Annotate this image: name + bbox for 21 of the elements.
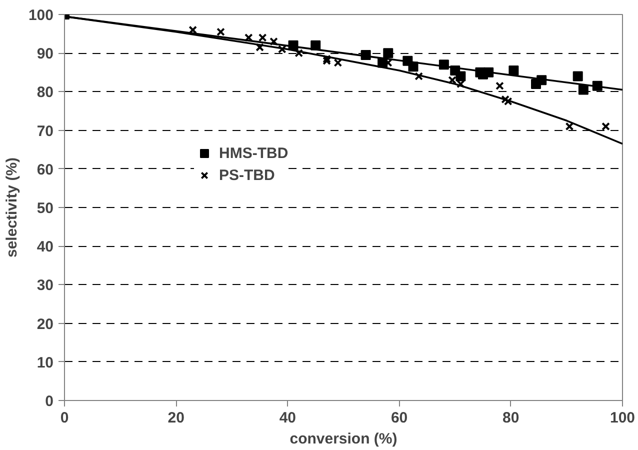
y-tick-label: 30: [36, 277, 54, 294]
x-axis-title: conversion (%): [290, 430, 398, 448]
y-tick-label: 40: [36, 238, 54, 256]
x-tick-label: 40: [279, 410, 296, 426]
y-tick-label: 90: [36, 46, 54, 63]
x-tick-label: 20: [168, 410, 184, 426]
legend-label: HMS-TBD: [219, 144, 288, 162]
y-tick-label: 10: [36, 354, 54, 372]
y-tick-label: 0: [45, 393, 54, 410]
legend-label: PS-TBD: [219, 166, 275, 184]
x-tick-label: 100: [610, 410, 636, 426]
y-tick-label: 100: [28, 7, 54, 24]
y-tick-label: 80: [36, 84, 54, 102]
y-axis-title: selectivity (%): [3, 157, 20, 258]
y-tick-label: 50: [36, 200, 54, 217]
y-tick-label: 60: [36, 161, 54, 178]
x-tick-label: 80: [502, 410, 520, 426]
y-tick-label: 70: [36, 122, 54, 140]
x-tick-label: 60: [390, 410, 408, 426]
x-tick-label: 0: [60, 410, 69, 426]
y-tick-label: 20: [36, 316, 54, 333]
